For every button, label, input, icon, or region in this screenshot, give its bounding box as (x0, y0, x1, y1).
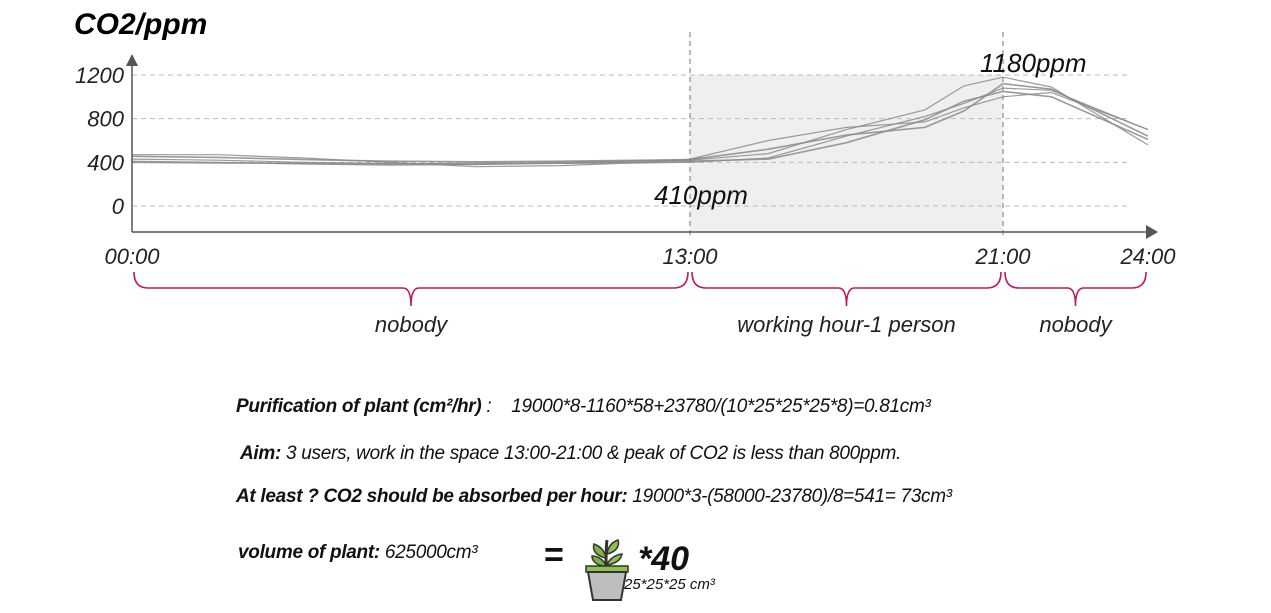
pot-size-label: 25*25*25 cm³ (624, 576, 715, 593)
ppm-annotation: 1180ppm (980, 48, 1087, 78)
y-tick-label: 800 (87, 107, 124, 132)
y-tick-label: 1200 (75, 63, 125, 88)
co2-series-line (131, 90, 1149, 165)
time-segment-label: working hour-1 person (737, 312, 956, 337)
x-tick-label: 00:00 (104, 244, 160, 269)
time-segment-brace (691, 271, 1002, 307)
time-segment-label: nobody (375, 312, 449, 337)
equals-sign: = (544, 536, 564, 574)
y-axis-arrow (126, 54, 138, 66)
y-tick-label: 0 (112, 194, 125, 219)
aim-text: 3 users, work in the space 13:00-21:00 &… (281, 443, 901, 464)
y-axis-title: CO2/ppm (74, 8, 207, 41)
x-tick-label: 21:00 (974, 244, 1031, 269)
x-tick-label: 24:00 (1119, 244, 1176, 269)
x-axis-arrow (1146, 225, 1158, 239)
atleast-formula: 19000*3-(58000-23780)/8=541= 73cm³ (627, 486, 952, 507)
x-tick-label: 13:00 (662, 244, 718, 269)
atleast-label: At least ? CO2 should be absorbed per ho… (236, 486, 628, 507)
volume-row: volume of plant: 625000cm³ = *40 25*25*2… (238, 536, 838, 606)
purification-colon: : (481, 396, 492, 417)
co2-chart: CO2/ppm 1200 800 400 0 00:00 13:00 21:00 24:00… (74, 8, 1176, 337)
ppm-annotation: 410ppm (654, 180, 748, 210)
aim-label: Aim: (240, 443, 282, 464)
plant-multiplier: *40 (638, 540, 690, 578)
volume-label: volume of plant: (238, 542, 380, 563)
aim-line: Aim: 3 users, work in the space 13:00-21… (240, 443, 901, 465)
time-segment-label: nobody (1039, 312, 1113, 337)
time-segment-brace (133, 271, 689, 307)
purification-formula: 19000*8-1160*58+23780/(10*25*25*25*8)=0.… (511, 396, 931, 417)
purification-line: Purification of plant (cm²/hr) : 19000*8… (236, 396, 931, 418)
atleast-line: At least ? CO2 should be absorbed per ho… (236, 486, 952, 508)
purification-label: Purification of plant (cm²/hr) (236, 396, 482, 417)
time-segment-brace (1004, 271, 1147, 307)
y-tick-label: 400 (87, 150, 124, 175)
volume-line: volume of plant: 625000cm³ (238, 542, 478, 564)
volume-value: 625000cm³ (379, 542, 478, 563)
co2-series-line (132, 91, 1149, 168)
potted-plant-icon (585, 539, 629, 601)
